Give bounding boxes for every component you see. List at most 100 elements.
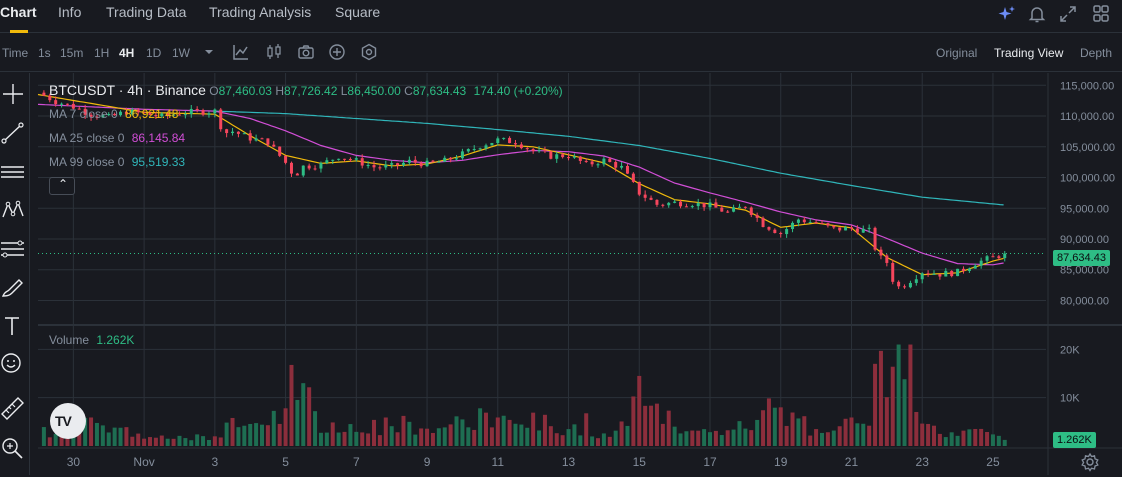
interval-15m[interactable]: 15m (60, 46, 84, 60)
pattern-icon[interactable] (0, 197, 26, 227)
candle-body (885, 255, 889, 263)
fib-icon[interactable] (0, 236, 26, 266)
brush-icon[interactable] (0, 275, 26, 305)
chart-settings-icon[interactable] (1080, 452, 1100, 472)
crosshair-icon[interactable] (0, 81, 26, 111)
tab-trading-data[interactable]: Trading Data (106, 4, 187, 20)
text-icon[interactable] (0, 313, 26, 343)
candle-body (77, 108, 81, 110)
candle-body (867, 227, 871, 229)
trendline-icon[interactable] (0, 120, 26, 150)
horizontal-lines-icon[interactable] (0, 159, 26, 189)
candle-body (855, 228, 859, 233)
candle-body (879, 249, 883, 256)
expand-icon[interactable] (1057, 3, 1079, 25)
volume-legend: Volume 1.262K (49, 333, 134, 347)
candle-body (673, 201, 677, 203)
ma25-value: 86,145.84 (131, 131, 186, 145)
add-icon[interactable] (328, 43, 346, 61)
volume-bar (537, 430, 542, 446)
volume-bars (41, 344, 1007, 446)
interval-1d[interactable]: 1D (146, 46, 162, 60)
view-trading-view[interactable]: Trading View (994, 46, 1064, 60)
volume-bar (708, 432, 712, 446)
emoji-icon[interactable] (0, 350, 26, 380)
candle-body (65, 103, 69, 105)
volume-bar (242, 425, 247, 446)
volume-bar (348, 424, 353, 446)
sparkle-icon[interactable] (996, 3, 1018, 25)
volume-tick-label: 20K (1060, 344, 1080, 356)
bell-icon[interactable] (1026, 3, 1048, 25)
volume-bar (920, 423, 925, 446)
interval-4h[interactable]: 4H (119, 46, 135, 60)
tab-square[interactable]: Square (335, 4, 381, 20)
indicator-icon[interactable] (232, 43, 250, 61)
time-tick-label: 25 (986, 455, 1000, 469)
volume-bar (790, 412, 795, 446)
candle-body (643, 194, 647, 198)
candle-body (372, 165, 376, 168)
ruler-icon[interactable] (0, 396, 26, 426)
zoom-icon[interactable] (0, 435, 26, 465)
volume-bar (260, 424, 264, 446)
volume-bar (430, 432, 435, 446)
tab-trading-analysis[interactable]: Trading Analysis (209, 4, 312, 20)
volume-bar (53, 433, 58, 446)
volume-bar (825, 432, 830, 446)
candle-body (101, 115, 105, 118)
volume-bar (619, 421, 624, 446)
volume-bar (466, 427, 471, 446)
ma25-legend: MA 25 close 0 86,145.84 (49, 131, 185, 145)
candle-body (590, 161, 594, 165)
volume-bar (65, 434, 70, 446)
settings-hex-icon[interactable] (360, 43, 378, 61)
candle-body (307, 165, 311, 169)
candle-body (242, 133, 246, 135)
volume-bar (218, 437, 223, 446)
volume-bar (124, 427, 129, 446)
interval-1s[interactable]: 1s (38, 46, 51, 60)
view-original[interactable]: Original (936, 46, 978, 60)
volume-bar (189, 440, 194, 446)
ma7-legend: MA 7 close 0 86,921.48 (49, 107, 178, 121)
candle-body (248, 133, 252, 141)
candle-body (502, 137, 506, 139)
chart-toolbar: Time 1s 15m 1H 4H 1D 1W Original Trading… (0, 34, 1122, 72)
candle-body (401, 162, 405, 166)
candle-body (944, 270, 948, 277)
tab-chart[interactable]: Chart (0, 4, 37, 20)
candle-body (225, 129, 229, 134)
time-tick-label: 5 (282, 455, 289, 469)
volume-bar (407, 421, 412, 446)
candle-body (903, 286, 907, 288)
camera-icon[interactable] (297, 43, 315, 61)
volume-bar (973, 428, 978, 446)
candle-body (455, 158, 459, 160)
tab-info[interactable]: Info (58, 4, 82, 20)
candle-body (873, 227, 877, 250)
grid-icon[interactable] (1090, 3, 1112, 25)
candle-body (472, 148, 476, 150)
chart-type-icon[interactable] (265, 43, 283, 61)
volume-bar (1002, 439, 1007, 446)
volume-bar (761, 410, 766, 446)
candle-body (832, 225, 836, 228)
volume-bar (855, 423, 860, 446)
interval-1h[interactable]: 1H (94, 46, 110, 60)
candle-body (967, 268, 971, 271)
interval-1w[interactable]: 1W (172, 46, 190, 60)
candle-body (425, 160, 429, 167)
volume-bar (236, 427, 241, 446)
volume-bar (731, 429, 736, 446)
volume-bar (631, 396, 636, 446)
volume-bar (130, 436, 135, 446)
chevron-down-icon[interactable] (202, 45, 216, 59)
candle-body (160, 113, 164, 117)
view-depth[interactable]: Depth (1080, 46, 1113, 60)
volume-bar (672, 426, 677, 446)
collapse-legend-button[interactable]: ⌃ (49, 177, 75, 195)
ma99-value: 95,519.33 (131, 155, 186, 169)
candle-body (378, 167, 382, 169)
